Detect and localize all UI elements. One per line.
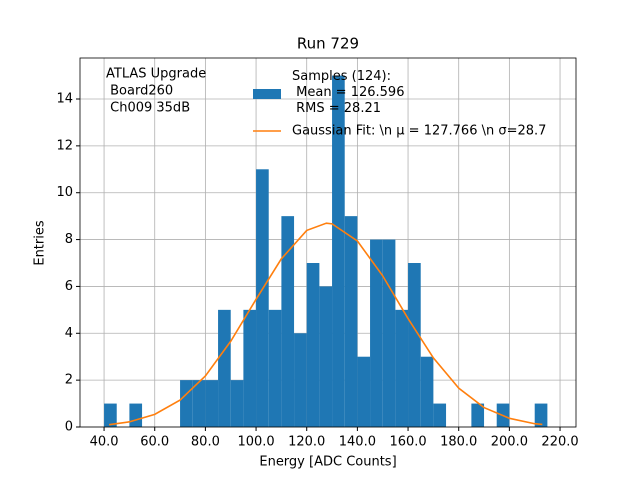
x-tick-label: 40.0 <box>90 435 119 450</box>
x-axis-label: Energy [ADC Counts] <box>259 455 396 470</box>
y-tick-label: 12 <box>56 138 73 153</box>
bar <box>256 169 269 428</box>
y-tick-label: 10 <box>56 185 73 200</box>
bars <box>104 75 548 428</box>
x-tick-label: 60.0 <box>140 435 169 450</box>
bar <box>129 403 143 427</box>
x-tick-label: 180.0 <box>440 435 477 450</box>
bar <box>104 403 117 427</box>
bar <box>281 216 295 427</box>
bar <box>408 263 421 427</box>
x-tick-label: 220.0 <box>541 435 578 450</box>
bar <box>420 356 434 427</box>
bar <box>534 403 548 427</box>
bar <box>180 380 193 427</box>
y-tick-label: 14 <box>56 92 73 107</box>
bar <box>294 333 307 427</box>
chart-title: Run 729 <box>297 35 359 53</box>
y-tick-label: 4 <box>65 326 73 341</box>
bar <box>306 263 320 427</box>
x-tick-label: 120.0 <box>288 435 325 450</box>
bar <box>230 380 244 427</box>
bar <box>344 216 358 427</box>
bar <box>332 75 345 428</box>
bar <box>319 286 333 427</box>
bar <box>370 239 383 427</box>
annotation: Ch009 35dB <box>106 101 190 116</box>
x-tick-label: 160.0 <box>389 435 426 450</box>
bar <box>382 239 396 427</box>
annotation: Board260 <box>106 84 173 99</box>
y-tick-label: 0 <box>65 420 73 435</box>
y-tick-label: 8 <box>65 232 73 247</box>
legend-label: Samples (124): Mean = 126.596 RMS = 28.2… <box>292 69 404 116</box>
fit-line <box>109 222 543 426</box>
bar <box>471 403 485 427</box>
x-tick-label: 140.0 <box>339 435 376 450</box>
bar <box>243 309 257 427</box>
y-tick-label: 2 <box>65 373 73 388</box>
x-tick-label: 200.0 <box>491 435 528 450</box>
bar <box>192 380 206 427</box>
legend-swatch <box>253 89 281 99</box>
bar <box>268 309 282 427</box>
annotation: ATLAS Upgrade <box>106 67 206 82</box>
legend-label: Gaussian Fit: \n μ = 127.766 \n σ=28.7 <box>292 124 546 139</box>
y-axis-label: Entries <box>33 220 48 266</box>
bar <box>395 309 409 427</box>
x-tick-label: 100.0 <box>237 435 274 450</box>
y-tick-label: 6 <box>65 279 73 294</box>
bar <box>218 309 231 427</box>
bar <box>357 356 371 427</box>
plot-frame <box>79 57 577 428</box>
bar <box>205 380 219 427</box>
x-tick-label: 80.0 <box>191 435 220 450</box>
bar <box>433 403 447 427</box>
